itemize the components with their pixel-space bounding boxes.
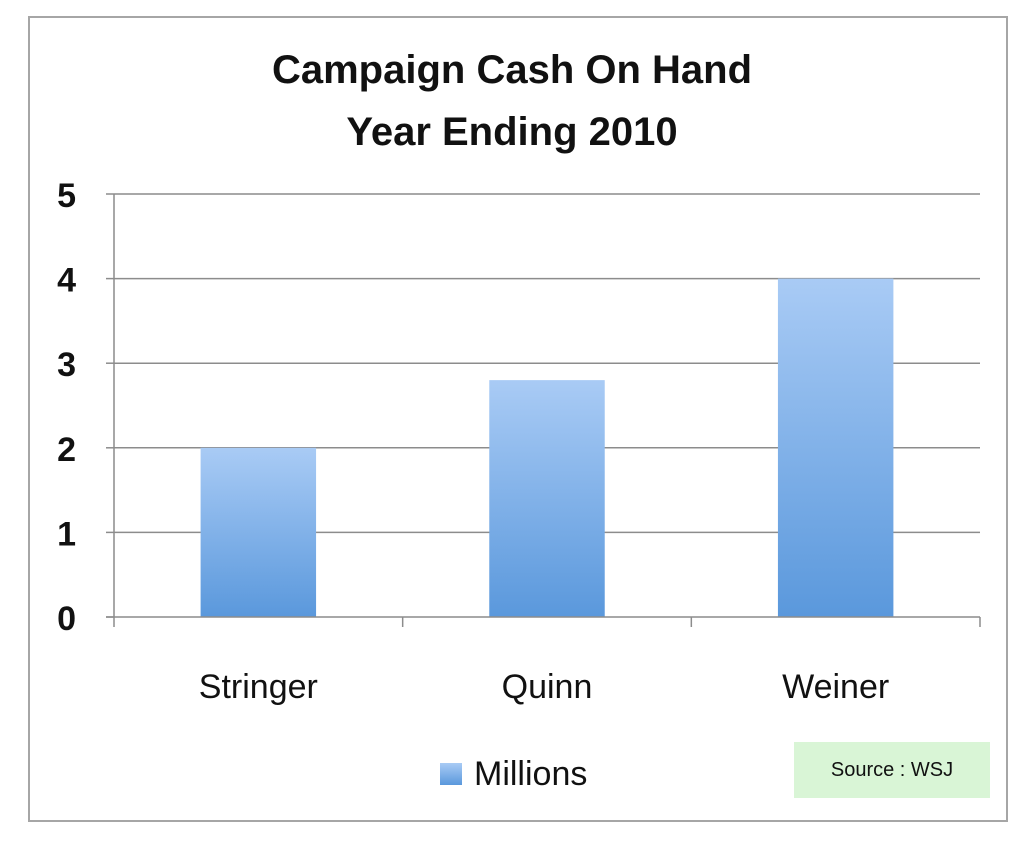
y-tick-label: 2 xyxy=(57,431,76,469)
source-note: Source : WSJ xyxy=(794,742,990,798)
y-tick-label: 5 xyxy=(57,177,76,215)
x-category-label: Weiner xyxy=(782,668,889,706)
bar-weiner xyxy=(777,278,894,617)
legend-swatch xyxy=(440,763,462,785)
x-category-label: Quinn xyxy=(502,668,593,706)
chart-title: Campaign Cash On Hand xyxy=(271,48,753,92)
y-tick-label: 3 xyxy=(57,346,76,384)
y-tick-label: 1 xyxy=(57,515,76,553)
x-category-label: Stringer xyxy=(199,668,318,706)
y-tick-label: 4 xyxy=(57,262,76,300)
legend-label: Millions xyxy=(474,754,588,793)
chart-subtitle: Year Ending 2010 xyxy=(346,110,678,154)
bar-stringer xyxy=(200,447,317,617)
bar-quinn xyxy=(489,380,605,617)
y-tick-label: 0 xyxy=(57,600,76,638)
legend: Millions xyxy=(440,752,587,796)
